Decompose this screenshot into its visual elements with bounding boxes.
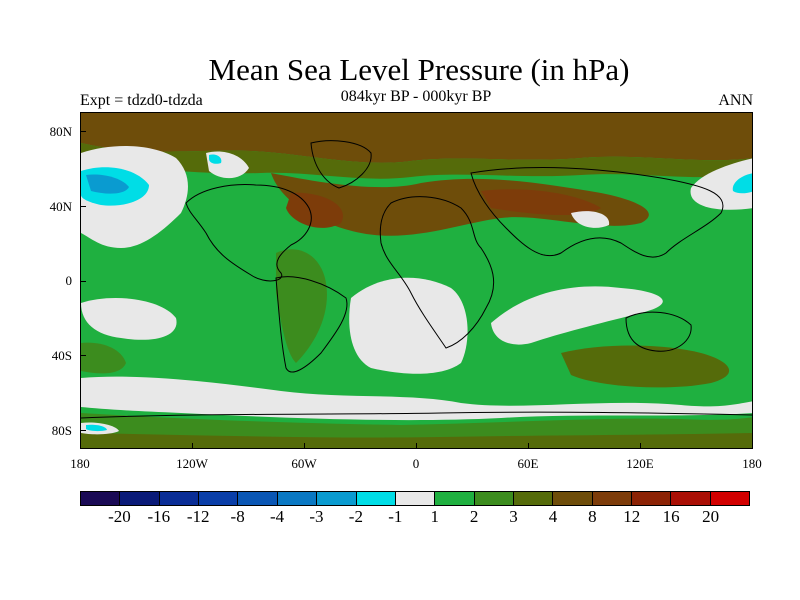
x-label-120e: 120E — [626, 456, 654, 471]
europe-africa-coast — [379, 196, 495, 349]
x-label-60w: 60W — [291, 456, 317, 471]
colorbar-label: -4 — [269, 507, 285, 526]
asia-coast — [470, 167, 724, 258]
period-label: 084kyr BP - 000kyr BP — [340, 88, 492, 105]
north-indian-neutral — [571, 211, 610, 228]
experiment-label: Expt = tdzd0-tdzda — [80, 92, 203, 109]
eurasia-positive-region — [271, 173, 649, 236]
south-pacific-positive — [561, 345, 730, 388]
colorbar-box — [592, 492, 633, 505]
west-atlantic-positive — [81, 342, 126, 374]
y-label-80s: 80S — [51, 423, 72, 438]
y-label-80n: 80N — [49, 124, 72, 139]
colorbar-label: 4 — [548, 507, 558, 526]
colorbar-label: -12 — [186, 507, 210, 526]
colorbar-label: 1 — [430, 507, 439, 526]
colorbar-box — [356, 492, 396, 505]
x-label-180e: 180 — [742, 456, 762, 471]
colorbar-box — [317, 492, 357, 505]
arctic-positive-region — [81, 113, 752, 163]
x-tick — [640, 443, 641, 449]
southern-ocean-neutral — [81, 376, 752, 421]
colorbar-box — [671, 492, 711, 505]
x-label-0: 0 — [412, 456, 420, 471]
indian-ocean-neutral — [491, 286, 663, 345]
antarctic-coast-band — [81, 433, 752, 448]
y-tick — [80, 430, 86, 431]
y-tick — [80, 131, 86, 132]
coastlines — [81, 140, 752, 419]
chart-title: Mean Sea Level Pressure (in hPa) — [208, 52, 630, 87]
colorbar-label: -2 — [348, 507, 363, 526]
colorbar-box — [238, 492, 278, 505]
east-pacific-neutral — [690, 158, 752, 210]
south-america-coast — [275, 276, 348, 373]
colorbar-box — [435, 492, 475, 505]
x-tick — [528, 443, 529, 449]
arctic-olive-band — [81, 143, 752, 179]
x-label-120w: 120W — [176, 456, 208, 471]
australia-coast — [625, 311, 692, 352]
colorbar-label: 3 — [509, 507, 518, 526]
x-label-180w: 180 — [70, 456, 90, 471]
colorbar-box — [513, 492, 554, 505]
x-tick — [416, 443, 417, 449]
colorbar-label: -1 — [388, 507, 403, 526]
antarctica-coast — [81, 411, 752, 419]
greenland-negative — [209, 154, 222, 164]
south-atlantic-neutral — [349, 277, 468, 374]
colorbar-label: -8 — [230, 507, 245, 526]
colorbar-box — [553, 492, 593, 505]
colorbar-box — [395, 492, 436, 505]
south-america-positive — [276, 249, 327, 363]
y-tick — [80, 355, 86, 356]
colorbar — [80, 491, 750, 506]
x-tick — [304, 443, 305, 449]
x-label-60e: 60E — [517, 456, 539, 471]
colorbar-label: 2 — [469, 507, 479, 526]
colorbar-box — [199, 492, 239, 505]
northeast-pacific-core — [286, 192, 343, 228]
colorbar-label: 16 — [662, 507, 680, 526]
colorbar-box — [277, 492, 318, 505]
north-america-coast — [185, 184, 312, 282]
colorbar-label: 20 — [702, 507, 720, 526]
y-label-40n: 40N — [49, 199, 72, 214]
colorbar-box — [474, 492, 514, 505]
y-label-equator: 0 — [65, 273, 73, 288]
siberia-core — [481, 189, 601, 216]
x-tick — [192, 443, 193, 449]
colorbar-box — [710, 492, 750, 505]
season-label: ANN — [718, 92, 753, 109]
map-plot-area — [80, 112, 753, 449]
colorbar-box — [632, 492, 672, 505]
south-pacific-neutral — [81, 298, 177, 340]
colorbar-box — [81, 492, 121, 505]
y-label-40s: 40S — [51, 348, 72, 363]
colorbar-box — [120, 492, 160, 505]
colorbar-label: -16 — [147, 507, 171, 526]
colorbar-label: -20 — [108, 507, 131, 526]
colorbar-label: -3 — [309, 507, 324, 526]
north-pacific-core — [86, 174, 129, 194]
colorbar-label: 12 — [623, 507, 641, 526]
y-tick — [80, 206, 86, 207]
y-tick — [80, 281, 86, 282]
colorbar-box — [159, 492, 200, 505]
pressure-map — [81, 113, 752, 448]
colorbar-label: 8 — [588, 507, 597, 526]
ross-sea-negative — [86, 424, 107, 432]
east-pacific-negative — [732, 173, 752, 194]
greenland-coast — [310, 140, 372, 189]
